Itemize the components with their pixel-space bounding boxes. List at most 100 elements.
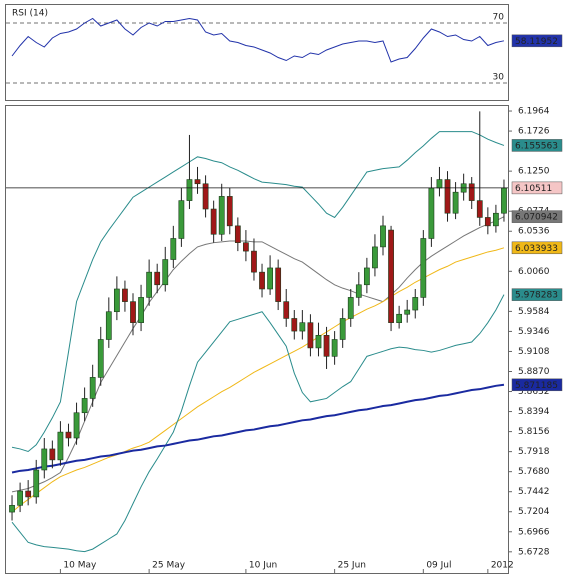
- candle-body: [17, 490, 23, 506]
- y-tick-label: 5.8870: [518, 367, 550, 377]
- y-tick-label: 5.7680: [518, 467, 550, 477]
- candle-body: [468, 183, 475, 201]
- candle-body: [355, 284, 362, 298]
- candle-body: [267, 267, 273, 290]
- candle-body: [412, 297, 419, 311]
- candle-body: [396, 313, 403, 323]
- candle-body: [307, 322, 314, 349]
- candle-body: [210, 208, 217, 235]
- candle-body: [315, 334, 322, 349]
- y-tick-label: 5.6728: [518, 547, 550, 557]
- candle-body: [428, 187, 435, 239]
- candle-body: [89, 377, 96, 399]
- candle-body: [170, 238, 177, 260]
- candle-body: [452, 191, 459, 214]
- level-label: 30: [493, 73, 505, 83]
- y-tick-label: 5.8632: [518, 387, 550, 397]
- rsi-line: [11, 17, 505, 63]
- candle-body: [146, 271, 153, 298]
- y-tick-label: 6.1250: [518, 167, 550, 177]
- value-box-label: 58.11952: [515, 37, 558, 47]
- y-tick-label: 5.7204: [518, 507, 550, 517]
- y-tick-label: 6.1964: [518, 107, 550, 117]
- indicator-line: [11, 383, 505, 474]
- candle-body: [243, 242, 249, 252]
- candle-body: [41, 448, 48, 471]
- candle-body: [380, 225, 386, 248]
- candle-body: [105, 311, 112, 340]
- y-tick-label: 5.6966: [518, 527, 550, 537]
- candle-body: [57, 431, 64, 461]
- candle-body: [436, 179, 443, 189]
- x-tick-label: 10 May: [63, 561, 97, 571]
- candle-body: [331, 339, 338, 357]
- value-box: [511, 241, 563, 255]
- candle-body: [113, 288, 120, 313]
- candle-body: [162, 259, 169, 286]
- candle-body: [251, 250, 257, 273]
- candle-body: [154, 271, 161, 286]
- candle-body: [339, 318, 346, 340]
- candle-body: [347, 297, 354, 319]
- value-box-label: 6.033933: [515, 244, 558, 254]
- candle-body: [130, 301, 136, 323]
- y-tick-label: 5.7442: [518, 487, 550, 497]
- y-tick-label: 5.9584: [518, 307, 550, 317]
- candle-body: [484, 217, 491, 227]
- value-box-label: 5.978283: [515, 291, 558, 301]
- candle-body: [501, 187, 507, 214]
- value-box: [511, 210, 563, 223]
- candle-body: [420, 238, 427, 298]
- candle-body: [122, 288, 128, 302]
- candle-body: [363, 267, 370, 286]
- y-tick-label: 5.7918: [518, 447, 550, 457]
- candle-body: [97, 339, 104, 378]
- candle-body: [259, 271, 265, 290]
- value-box: [511, 139, 563, 152]
- candle-body: [194, 179, 201, 185]
- candle-body: [202, 183, 209, 210]
- x-tick-label: 2012: [491, 561, 514, 571]
- candle-body: [226, 196, 233, 227]
- x-tick-label: 09 Jul: [426, 561, 451, 571]
- candle-body: [493, 212, 499, 227]
- y-tick-label: 5.8394: [518, 407, 550, 417]
- candle-body: [9, 505, 15, 513]
- y-tick-label: 6.0536: [518, 227, 550, 237]
- x-tick-label: 25 May: [152, 561, 186, 571]
- candle-body: [186, 179, 193, 201]
- value-box-label: 6.10511: [515, 184, 552, 194]
- indicator-line: [11, 294, 505, 553]
- value-box: [511, 288, 563, 301]
- price-frame: [5, 105, 509, 574]
- candle-body: [218, 196, 225, 235]
- rsi-title: RSI (14): [12, 9, 48, 19]
- value-box-label: 6.070942: [515, 213, 558, 223]
- value-box: [511, 34, 563, 48]
- y-tick-label: 5.9346: [518, 327, 550, 337]
- y-tick-label: 6.1726: [518, 127, 550, 137]
- candle-body: [275, 267, 282, 302]
- x-tick-label: 25 Jun: [338, 561, 366, 571]
- candle-body: [299, 322, 306, 332]
- candle-body: [73, 412, 80, 439]
- candle-body: [234, 225, 241, 243]
- candle-body: [65, 431, 72, 439]
- candle-body: [138, 297, 144, 323]
- y-tick-label: 5.8156: [518, 427, 550, 437]
- candle-body: [444, 179, 451, 214]
- value-box-label: 6.155563: [515, 141, 558, 151]
- y-tick-label: 5.9108: [518, 347, 550, 357]
- y-tick-label: 6.0060: [518, 267, 550, 277]
- candle-body: [388, 229, 394, 323]
- rsi-frame: [5, 4, 509, 101]
- candle-body: [25, 490, 32, 498]
- candle-body: [49, 448, 56, 461]
- candle-body: [372, 246, 378, 269]
- candle-body: [81, 398, 88, 414]
- candle-body: [323, 334, 330, 357]
- x-tick-label: 10 Jun: [249, 561, 277, 571]
